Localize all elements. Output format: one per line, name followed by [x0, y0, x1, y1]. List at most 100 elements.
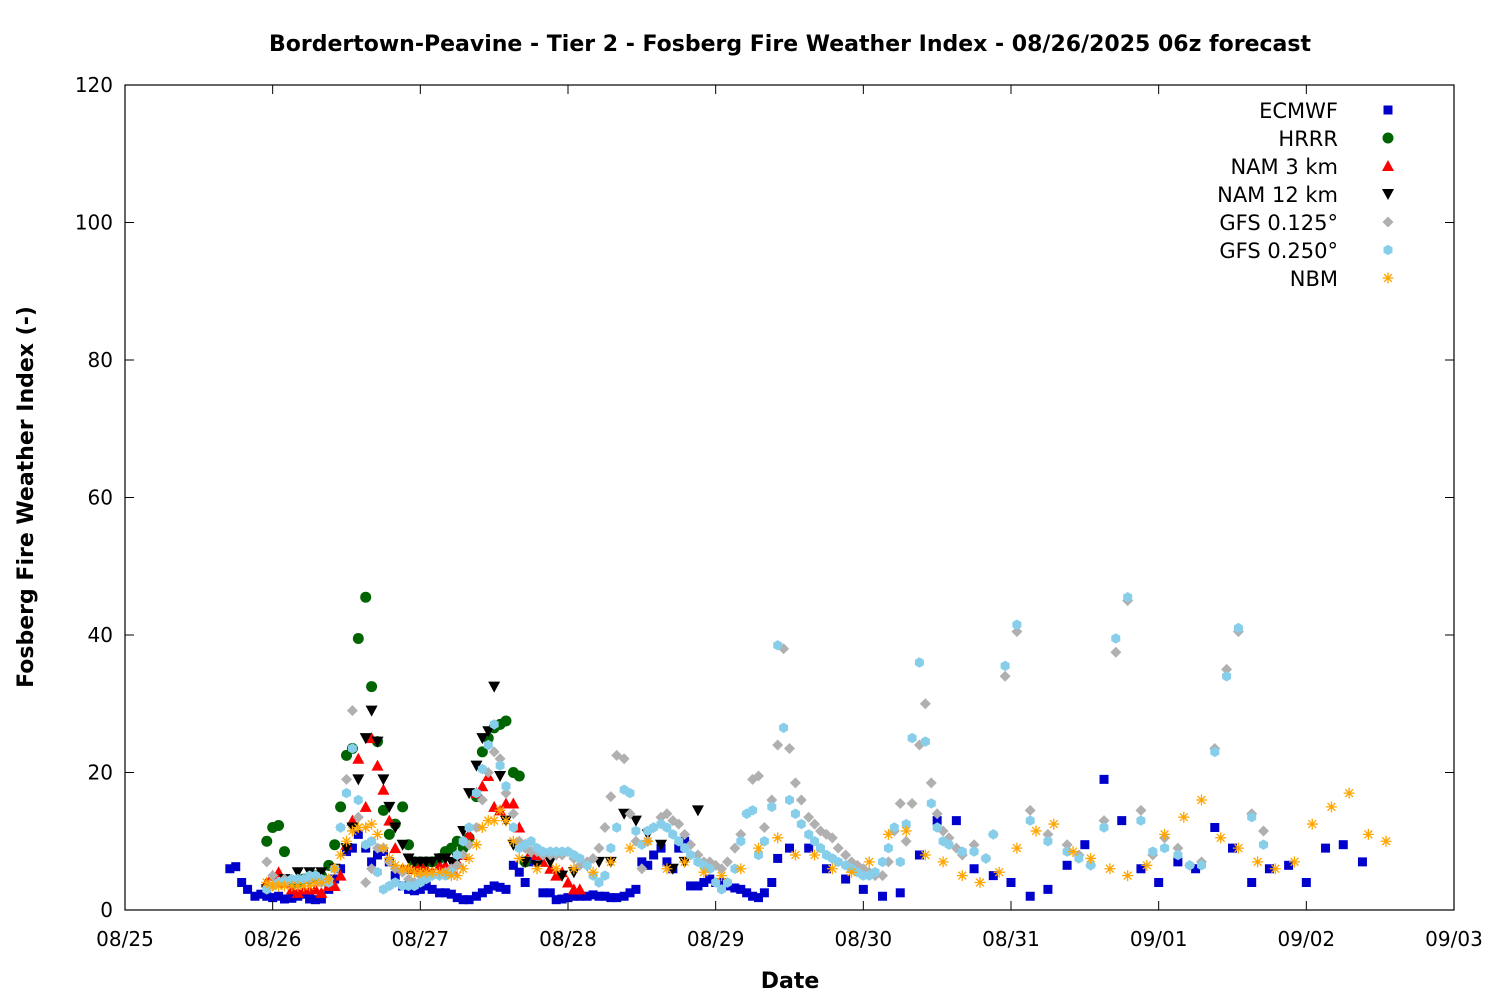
data-point — [256, 889, 266, 899]
y-axis-ticks: 0 20 40 60 80 100 120 — [75, 73, 1454, 922]
data-point — [562, 876, 574, 888]
legend-marker — [1382, 132, 1394, 144]
data-point — [315, 877, 327, 888]
data-point — [931, 808, 943, 820]
data-point — [397, 863, 409, 875]
data-point — [557, 894, 567, 904]
data-point — [476, 794, 488, 806]
data-point — [882, 828, 894, 840]
series-nbm — [261, 787, 1392, 892]
data-point — [352, 811, 364, 823]
data-point — [723, 877, 732, 888]
data-point — [440, 888, 450, 898]
data-point — [1178, 811, 1190, 823]
data-point — [573, 883, 586, 895]
data-point — [717, 878, 727, 887]
data-point — [674, 836, 684, 847]
data-point — [1173, 857, 1183, 867]
data-point — [662, 822, 672, 833]
data-point — [377, 774, 390, 786]
data-point — [278, 846, 290, 858]
data-point — [346, 825, 358, 837]
data-point — [895, 856, 905, 868]
data-point — [957, 846, 967, 857]
data-point — [674, 843, 684, 853]
data-point — [310, 895, 320, 905]
data-point — [1122, 870, 1134, 882]
data-point — [600, 891, 610, 901]
data-point — [377, 804, 389, 816]
data-point — [1264, 864, 1274, 874]
data-point — [514, 867, 524, 877]
data-point — [969, 864, 979, 874]
data-point — [352, 774, 365, 786]
data-point — [1357, 857, 1367, 867]
legend-marker — [1382, 272, 1394, 284]
data-point — [341, 835, 352, 847]
data-point — [668, 829, 678, 840]
data-point — [273, 819, 285, 831]
data-point — [476, 780, 489, 792]
data-point — [427, 884, 437, 894]
legend-label: GFS 0.125° — [1219, 211, 1338, 235]
data-point — [637, 839, 647, 850]
data-point — [1197, 860, 1206, 871]
data-point — [439, 853, 452, 865]
data-point — [451, 859, 463, 871]
data-point — [624, 808, 636, 820]
data-point — [999, 670, 1011, 682]
data-point — [372, 828, 384, 840]
data-point — [914, 657, 924, 668]
data-point — [804, 843, 814, 853]
x-axis-label: Date — [761, 969, 820, 994]
data-point — [342, 787, 351, 799]
data-point — [1136, 815, 1146, 826]
x-tick-label: 08/30 — [835, 927, 893, 951]
data-point — [1000, 660, 1010, 672]
data-point — [1301, 878, 1311, 887]
data-point — [488, 746, 500, 758]
data-point — [789, 777, 801, 789]
data-point — [785, 843, 794, 853]
data-point — [353, 794, 363, 806]
data-point — [686, 881, 696, 891]
data-point — [907, 732, 917, 744]
data-point — [1284, 860, 1294, 870]
data-point — [883, 842, 893, 854]
data-point — [329, 863, 341, 875]
data-point — [759, 836, 769, 847]
legend-label: GFS 0.250° — [1219, 239, 1338, 263]
data-point — [619, 891, 629, 901]
data-point — [944, 839, 954, 850]
data-point — [316, 894, 326, 904]
data-point — [649, 822, 659, 833]
data-point — [482, 815, 494, 827]
data-point — [225, 864, 235, 874]
data-point — [1148, 846, 1158, 857]
data-point — [445, 870, 457, 882]
data-point — [1062, 860, 1072, 870]
data-point — [360, 822, 372, 833]
data-point — [906, 797, 918, 809]
data-point — [974, 877, 986, 888]
data-point — [779, 722, 789, 733]
data-point — [691, 805, 704, 817]
data-point — [526, 857, 536, 867]
plot-frame — [124, 84, 1455, 911]
legend-label: HRRR — [1278, 127, 1338, 151]
data-point — [605, 856, 617, 868]
data-point — [495, 882, 505, 892]
legend-label: NAM 3 km — [1230, 155, 1338, 179]
data-point — [804, 829, 814, 840]
data-point — [1185, 860, 1195, 871]
data-point — [415, 884, 425, 894]
data-point — [605, 791, 617, 803]
data-point — [625, 787, 635, 799]
data-point — [1233, 622, 1243, 634]
data-point — [500, 715, 512, 727]
data-point — [563, 893, 573, 903]
data-point — [1325, 801, 1337, 813]
data-point — [383, 852, 395, 864]
data-point — [821, 864, 831, 874]
